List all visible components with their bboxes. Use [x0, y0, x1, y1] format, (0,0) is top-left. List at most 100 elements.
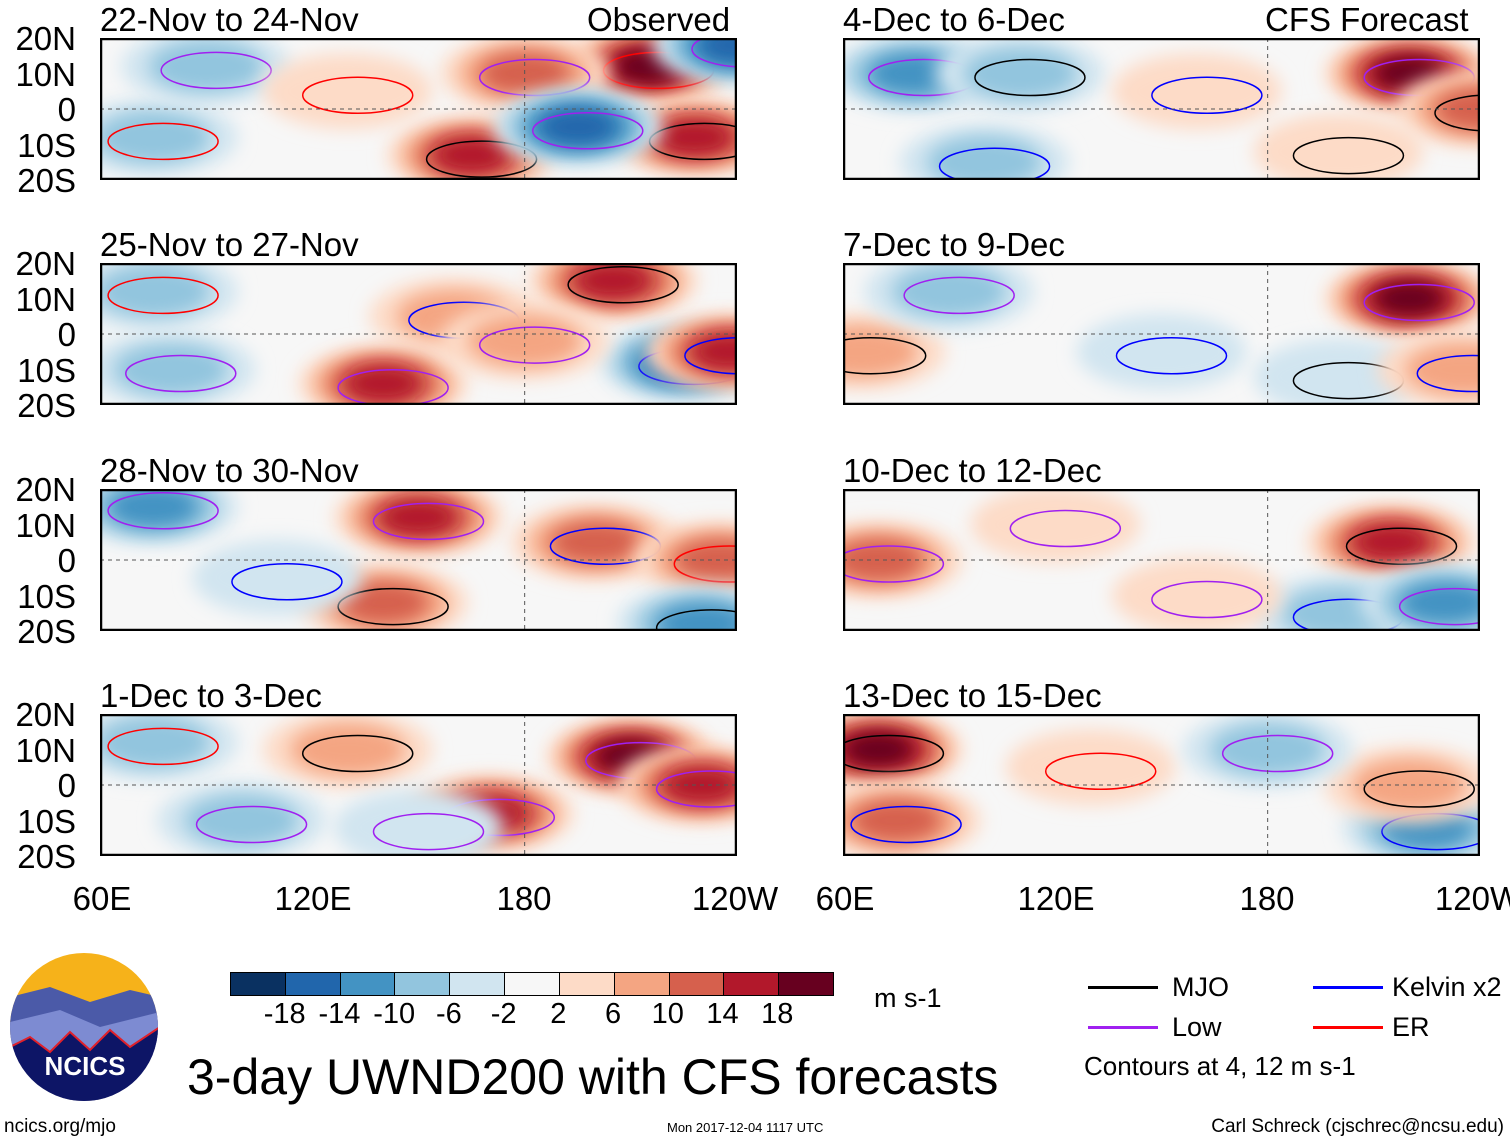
panel-frame	[100, 489, 737, 631]
panel-frame	[843, 263, 1480, 405]
lat-tick: 0	[57, 91, 76, 128]
lon-tick: 180	[496, 880, 552, 917]
easterly-anomaly	[333, 789, 504, 856]
colorbar	[230, 972, 834, 996]
legend-line-low	[1088, 1026, 1158, 1029]
wave-contour	[372, 502, 485, 541]
easterly-anomaly	[100, 716, 211, 769]
wave-contour	[673, 545, 737, 583]
westerly-anomaly	[656, 119, 733, 156]
wave-contour	[843, 545, 945, 583]
svg-text:NCICS: NCICS	[45, 1051, 126, 1081]
lon-tick: 120E	[274, 880, 352, 917]
lat-tick: 10S	[17, 351, 76, 389]
westerly-anomaly	[1005, 729, 1176, 806]
wave-contour	[107, 492, 219, 530]
panel-frame	[843, 38, 1480, 180]
lat-tick: 10N	[15, 506, 76, 544]
wave-contour	[655, 609, 737, 631]
wave-contour	[974, 58, 1086, 97]
wave-contour	[107, 276, 219, 315]
easterly-anomaly	[962, 47, 1077, 100]
colorbar-label: 14	[706, 998, 739, 1030]
lon-tick: 120W	[1434, 880, 1510, 917]
wave-contour	[1221, 734, 1334, 773]
lon-tick: 180	[1239, 880, 1295, 917]
easterly-anomaly	[191, 539, 362, 616]
map-panel	[843, 489, 1480, 631]
westerly-anomaly	[1352, 759, 1467, 811]
wave-contour	[684, 337, 737, 375]
lat-tick: 10N	[15, 731, 76, 769]
westerly-anomaly	[970, 489, 1141, 563]
wave-contour	[1416, 354, 1480, 393]
wave-contour	[1363, 283, 1475, 322]
westerly-anomaly	[550, 521, 641, 564]
easterly-anomaly	[100, 111, 211, 164]
westerly-anomaly	[851, 799, 942, 842]
contour-note: Contours at 4, 12 m s-1	[1084, 1051, 1356, 1081]
wave-contour	[1151, 580, 1263, 619]
panel-title: 10-Dec to 12-Dec	[843, 452, 1102, 489]
panel-frame	[843, 489, 1480, 631]
westerly-anomaly	[1253, 113, 1424, 180]
wave-contour	[195, 805, 308, 844]
colorbar-swatch	[231, 973, 286, 995]
westerly-anomaly	[290, 723, 405, 776]
lat-tick: 20S	[17, 387, 76, 424]
colorbar-swatch	[285, 973, 341, 995]
panel-title: 4-Dec to 6-Dec	[843, 1, 1065, 38]
lon-tick: 120E	[1017, 880, 1095, 917]
panel-frame	[100, 263, 737, 405]
wave-contour	[1398, 587, 1480, 626]
wave-contour	[1044, 752, 1157, 790]
panel-title: 1-Dec to 3-Dec	[100, 677, 322, 714]
wave-contour	[107, 122, 219, 161]
wave-contour	[1345, 527, 1458, 565]
wave-contour	[478, 326, 591, 364]
wave-contour	[1151, 76, 1263, 114]
legend-er: ER	[1392, 1012, 1430, 1042]
map-panel	[100, 714, 737, 856]
panel-frame	[100, 714, 737, 856]
colorbar-swatch	[450, 973, 506, 995]
legend-line-mjo	[1088, 986, 1158, 989]
lat-tick: 20N	[15, 20, 76, 57]
wave-contour	[691, 38, 737, 68]
colorbar-label: -10	[373, 998, 416, 1030]
panel-title: 13-Dec to 15-Dec	[843, 677, 1102, 714]
map-panel	[100, 489, 737, 631]
colorbar-swatch	[779, 973, 833, 995]
wave-contour	[843, 337, 927, 375]
colorbar-label: -18	[263, 998, 306, 1030]
westerly-anomaly	[1435, 88, 1480, 130]
westerly-anomaly	[262, 53, 433, 130]
westerly-anomaly	[1375, 282, 1444, 315]
lat-tick: 10N	[15, 280, 76, 318]
colorbar-label: 10	[651, 998, 684, 1030]
easterly-anomaly	[184, 794, 299, 847]
wave-contour	[231, 563, 343, 601]
lon-tick: 60E	[72, 880, 132, 917]
westerly-anomaly	[674, 539, 737, 581]
easterly-anomaly	[1076, 313, 1247, 390]
lat-tick: 0	[57, 316, 76, 353]
colorbar-swatch	[505, 973, 560, 995]
easterly-anomaly	[113, 343, 228, 396]
lon-tick: 120W	[691, 880, 779, 917]
easterly-anomaly	[892, 265, 1007, 318]
footer-url: ncics.org/mjo	[4, 1116, 116, 1137]
wave-contour	[843, 734, 945, 773]
legend-mjo: MJO	[1172, 972, 1229, 1002]
colorbar-swatch	[669, 973, 725, 995]
easterly-anomaly	[927, 136, 1042, 180]
map-panel	[843, 263, 1480, 405]
lat-tick: 10S	[17, 577, 76, 615]
westerly-anomaly	[574, 263, 652, 299]
lat-tick: 0	[57, 542, 76, 579]
lat-tick: 20N	[15, 245, 76, 282]
panel-title: 28-Nov to 30-Nov	[100, 452, 359, 489]
panel-frame	[843, 714, 1480, 856]
forecast-label: CFS Forecast	[1265, 1, 1469, 38]
